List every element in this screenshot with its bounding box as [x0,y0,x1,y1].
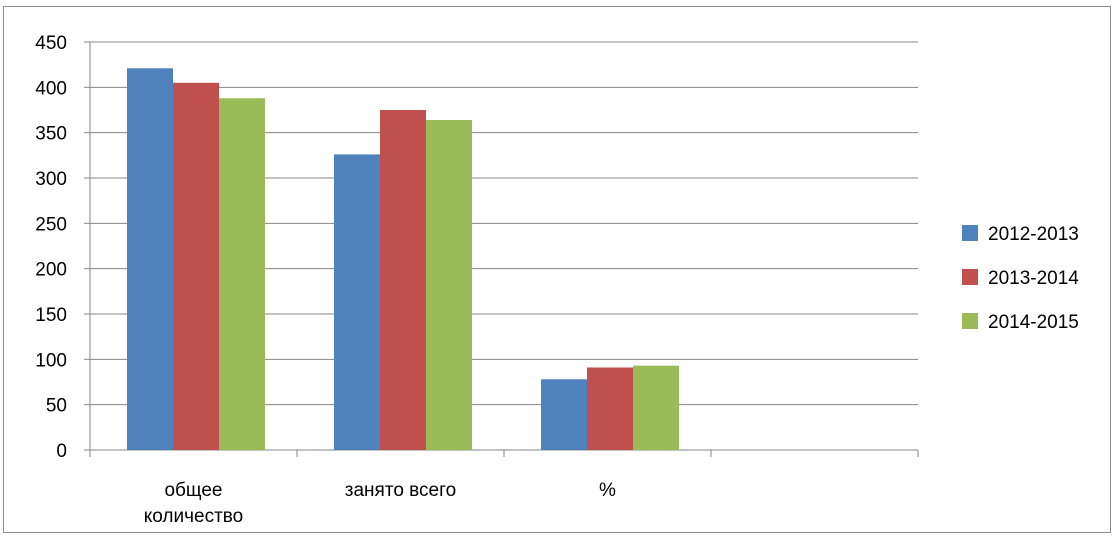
y-tick-label: 300 [35,169,67,190]
bar-2014-2015-cat-1 [426,119,472,451]
x-tick-label: общее [164,480,222,501]
bar-2012-2013-cat-0 [127,68,173,450]
x-tick-labels: общее количество занято всего% [144,480,616,527]
y-tick-label: 450 [35,33,67,54]
y-tick-label: 0 [56,441,67,462]
bar-2012-2013-cat-2 [541,379,587,450]
x-tick-label: % [599,480,616,501]
bar-2012-2013-cat-1 [334,154,380,450]
bar-2014-2015-cat-2 [633,365,679,450]
legend: 2012-2013 2013-2014 2014-2015 [962,224,1079,333]
legend-label: 2014-2015 [988,312,1079,333]
bar-2013-2014-cat-1 [380,110,426,450]
legend-label: 2012-2013 [988,224,1079,245]
y-tick-label: 100 [35,350,67,371]
legend-swatch [962,225,978,241]
y-tick-label: 350 [35,124,67,145]
legend-swatch [962,269,978,285]
bar-2014-2015-cat-0 [219,98,265,451]
bar-2013-2014-cat-2 [587,367,633,450]
y-tick-labels: 0 50 100 150 200 250 300 350 400 450 [35,33,67,462]
x-tick-label: занято всего [345,480,456,501]
y-tick-label: 400 [35,78,67,99]
x-tick-label: количество [144,506,244,527]
y-tick-label: 250 [35,214,67,235]
legend-label: 2013-2014 [988,268,1079,289]
y-tick-label: 50 [46,396,67,417]
y-tick-label: 150 [35,305,67,326]
y-tick-label: 200 [35,260,67,281]
bars [127,68,679,451]
legend-swatch [962,313,978,329]
bar-2013-2014-cat-0 [173,82,219,451]
